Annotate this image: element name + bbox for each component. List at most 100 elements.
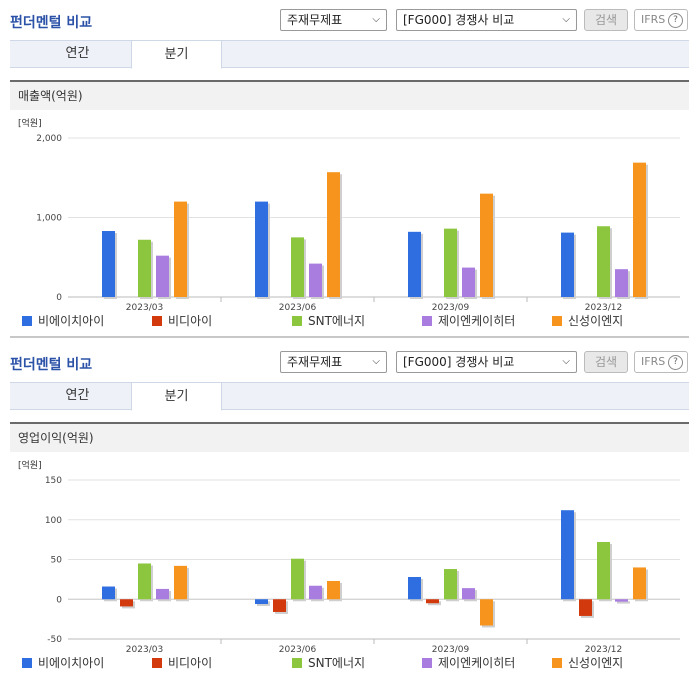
y-tick-label: 0	[56, 293, 62, 303]
question-icon: ?	[668, 355, 683, 370]
bar	[462, 588, 475, 600]
bar	[561, 232, 574, 297]
legend-label: 비디아이	[168, 314, 213, 328]
chart-legend: 비에이치아이 비디아이 SNT에너지 제이엔케이히터 신성이엔지	[22, 655, 682, 673]
ifrs-help-button[interactable]: IFRS ?	[634, 351, 688, 373]
tab-quarterly[interactable]: 분기	[131, 382, 222, 411]
bar	[309, 263, 322, 297]
x-tick-label: 2023/12	[585, 645, 622, 655]
bar	[444, 228, 457, 297]
tab-annual[interactable]: 연간	[65, 388, 90, 403]
chart-legend: 비에이치아이 비디아이 SNT에너지 제이엔케이히터 신성이엔지	[22, 313, 682, 331]
legend-swatch	[552, 316, 562, 326]
revenue-chart-svg: [억원] 0 1,000 2,000 2023/03 2023/06 2023/09 2023…	[18, 117, 680, 313]
legend-swatch	[152, 658, 162, 668]
bar	[327, 172, 340, 297]
section-title: 영업이익(억원)	[10, 422, 689, 452]
bar	[156, 588, 169, 600]
bar	[597, 226, 610, 297]
legend-label: 제이엔케이히터	[438, 314, 516, 328]
legend-label: 신성이엔지	[568, 656, 624, 670]
y-tick-label: 50	[51, 556, 63, 566]
bar	[174, 201, 187, 297]
x-tick-label: 2023/09	[432, 645, 470, 655]
search-button[interactable]: 검색	[584, 351, 628, 373]
statement-type-value: 주재무제표	[287, 355, 343, 369]
bar	[615, 269, 628, 297]
bar	[102, 586, 115, 600]
comparison-group-value: [FG000] 경쟁사 비교	[403, 13, 515, 27]
tab-annual[interactable]: 연간	[65, 46, 90, 61]
bar	[291, 237, 304, 297]
bar	[120, 599, 133, 607]
bar	[480, 599, 493, 626]
bar	[597, 542, 610, 600]
bar	[561, 510, 574, 600]
question-icon: ?	[668, 13, 683, 28]
divider	[10, 336, 689, 338]
legend-swatch	[152, 316, 162, 326]
legend-item[interactable]: 제이엔케이히터	[422, 313, 515, 329]
bar	[174, 565, 187, 600]
revenue-chart: [억원] 0 1,000 2,000 2023/03 2023/06 2023/09 2023…	[10, 112, 689, 336]
chevron-down-icon: ⌵	[372, 14, 380, 25]
x-tick-label: 2023/03	[126, 645, 163, 655]
x-tick-label: 2023/09	[432, 303, 470, 313]
statement-type-value: 주재무제표	[287, 13, 343, 27]
bar	[444, 569, 457, 600]
bar	[138, 239, 151, 297]
legend-swatch	[422, 316, 432, 326]
statement-type-select[interactable]: 주재무제표 ⌵	[280, 9, 387, 31]
comparison-group-value: [FG000] 경쟁사 비교	[403, 355, 515, 369]
y-tick-label: 1,000	[36, 214, 62, 224]
bar	[273, 599, 286, 612]
y-tick-label: 2,000	[36, 134, 62, 144]
comparison-group-select[interactable]: [FG000] 경쟁사 비교 ⌵	[396, 9, 577, 31]
tab-quarterly[interactable]: 분기	[131, 40, 222, 69]
legend-item[interactable]: 제이엔케이히터	[422, 655, 515, 671]
legend-item[interactable]: 비디아이	[152, 655, 212, 671]
bar-shadow	[428, 601, 441, 606]
legend-item[interactable]: 비에이치아이	[22, 313, 104, 329]
legend-item[interactable]: SNT에너지	[292, 655, 365, 671]
comparison-group-select[interactable]: [FG000] 경쟁사 비교 ⌵	[396, 351, 577, 373]
x-tick-label: 2023/03	[126, 303, 163, 313]
legend-label: 비디아이	[168, 656, 213, 670]
legend-item[interactable]: 비에이치아이	[22, 655, 104, 671]
legend-item[interactable]: SNT에너지	[292, 313, 365, 329]
legend-swatch	[22, 316, 32, 326]
ifrs-label: IFRS	[641, 13, 666, 26]
x-tick-label: 2023/06	[279, 645, 317, 655]
legend-label: SNT에너지	[308, 314, 366, 328]
search-button[interactable]: 검색	[584, 9, 628, 31]
bar	[255, 599, 268, 605]
legend-item[interactable]: 신성이엔지	[552, 655, 623, 671]
ifrs-help-button[interactable]: IFRS ?	[634, 9, 688, 31]
bar	[579, 599, 592, 616]
legend-label: 비에이치아이	[38, 314, 105, 328]
statement-type-select[interactable]: 주재무제표 ⌵	[280, 351, 387, 373]
bar	[408, 576, 421, 600]
bar	[633, 567, 646, 600]
legend-swatch	[552, 658, 562, 668]
chevron-down-icon: ⌵	[562, 14, 570, 25]
operating-profit-chart: [억원] -50 0 50 100 150 2023/03 2023/06 2023/09 202…	[10, 454, 689, 678]
bar	[138, 563, 151, 600]
legend-swatch	[292, 316, 302, 326]
panel-header: 펀더멘털 비교 주재무제표 ⌵ [FG000] 경쟁사 비교 ⌵ 검색 IFRS…	[0, 0, 696, 38]
panel-title: 펀더멘털 비교	[10, 357, 93, 373]
section-title: 매출액(억원)	[10, 80, 689, 110]
legend-item[interactable]: 신성이엔지	[552, 313, 623, 329]
legend-swatch	[422, 658, 432, 668]
bar	[291, 558, 304, 600]
x-tick-label: 2023/12	[585, 303, 622, 313]
ifrs-label: IFRS	[641, 355, 666, 368]
bar	[156, 255, 169, 297]
bar	[309, 585, 322, 600]
legend-label: 제이엔케이히터	[438, 656, 516, 670]
bar	[102, 231, 115, 297]
panel-title: 펀더멘털 비교	[10, 15, 93, 31]
bar	[408, 231, 421, 297]
legend-swatch	[22, 658, 32, 668]
legend-item[interactable]: 비디아이	[152, 313, 212, 329]
